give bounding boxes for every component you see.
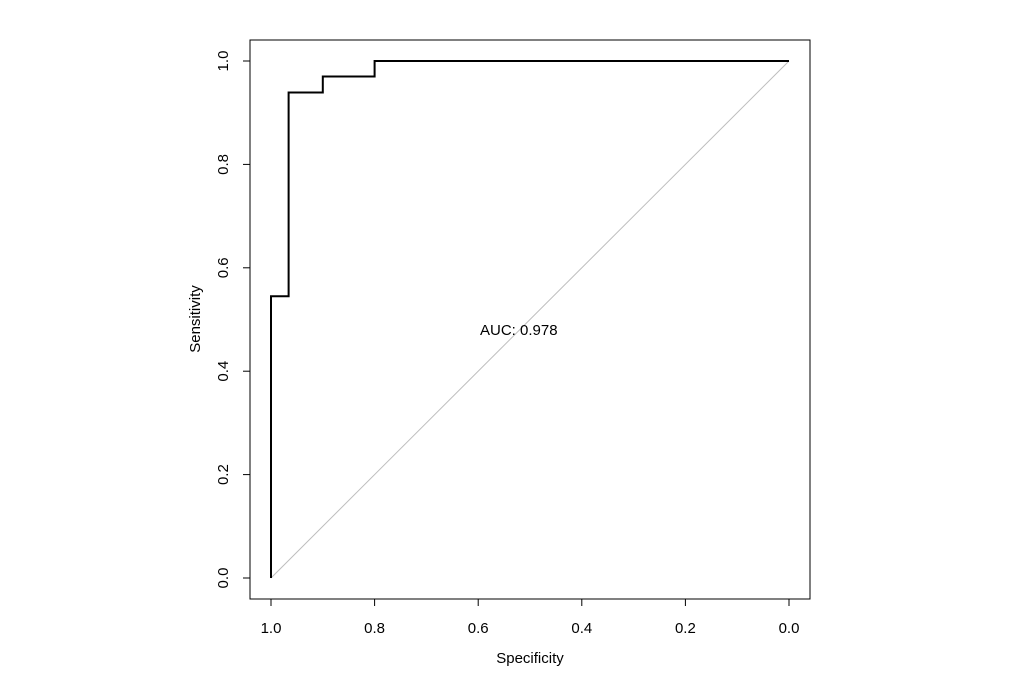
y-axis: 0.0 0.2 0.4 0.6 0.8 1.0	[215, 51, 251, 589]
y-tick-label: 0.4	[215, 361, 232, 382]
x-tick-label: 0.4	[571, 620, 592, 637]
x-axis-label: Specificity	[496, 650, 564, 667]
y-tick-label: 1.0	[215, 51, 232, 72]
y-tick-label: 0.6	[215, 257, 232, 278]
x-tick-label: 1.0	[261, 620, 282, 637]
x-tick-label: 0.6	[468, 620, 489, 637]
auc-annotation: AUC: 0.978	[480, 322, 558, 339]
x-tick-label: 0.2	[675, 620, 696, 637]
y-axis-label: Sensitivity	[187, 285, 204, 353]
annotation-layer: AUC: 0.978	[480, 322, 558, 339]
series-layer	[270, 60, 789, 578]
reference-diagonal-line	[270, 60, 790, 579]
y-tick-label: 0.8	[215, 154, 232, 175]
x-axis: 1.0 0.8 0.6 0.4 0.2 0.0	[261, 598, 800, 637]
x-tick-label: 0.0	[779, 620, 800, 637]
y-tick-label: 0.2	[215, 464, 232, 485]
x-tick-label: 0.8	[364, 620, 385, 637]
reference-layer	[270, 60, 790, 579]
roc-curve-line	[270, 60, 789, 578]
y-tick-label: 0.0	[215, 568, 232, 589]
